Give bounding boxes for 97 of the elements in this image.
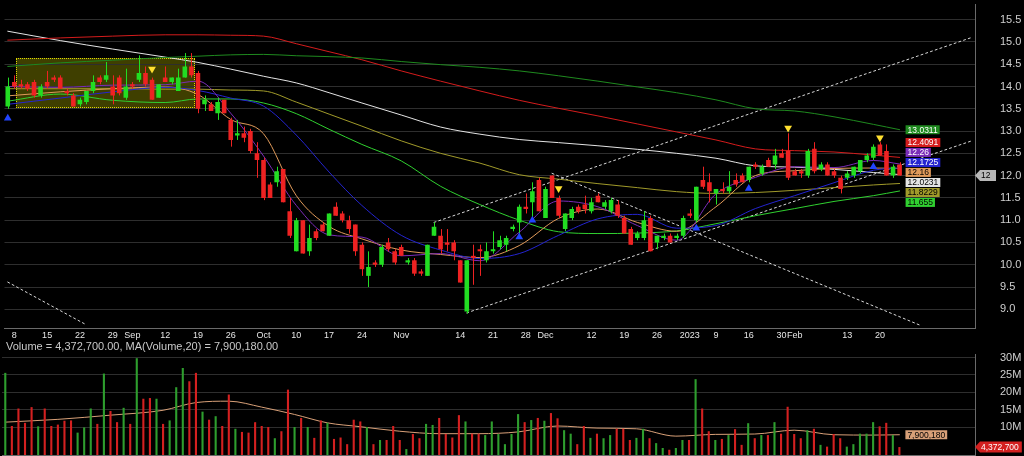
- y-tick-label: 30M: [1000, 350, 1022, 363]
- y-tick-label: 12.5: [1000, 146, 1022, 159]
- candlestick: [175, 68, 181, 92]
- line-series: [4, 400, 900, 437]
- y-tick-label: 10.0: [1000, 257, 1022, 270]
- line-series: [7, 88, 901, 194]
- x-tick-label: 19: [192, 329, 203, 340]
- y-tick-label: 11.5: [1000, 190, 1021, 203]
- text: 12: [981, 170, 991, 181]
- y-tick-label: 15.0: [1000, 34, 1022, 47]
- candlestick: [707, 172, 712, 203]
- candlestick: [228, 117, 234, 148]
- candlestick: [556, 195, 561, 219]
- x-tick-label: 9: [713, 329, 719, 340]
- y-tick-label: 13.5: [1000, 101, 1022, 114]
- candlestick: [438, 228, 443, 255]
- candlestick: [484, 241, 489, 263]
- candlestick: [143, 65, 148, 87]
- candlestick: [116, 74, 122, 96]
- y-tick-label: 20M: [1000, 385, 1022, 398]
- candlestick: [274, 166, 279, 188]
- point: [876, 135, 884, 143]
- x-tick-label: Nov: [393, 329, 410, 340]
- x-tick-label: Sep: [124, 329, 141, 340]
- x-tick-label: 10: [291, 329, 302, 340]
- candlestick: [248, 128, 253, 154]
- data-label: 12.0231: [907, 177, 939, 188]
- data-label: 11.655: [907, 197, 934, 208]
- data-label: 12.26: [907, 147, 930, 158]
- x-tick-label: Feb: [786, 329, 803, 340]
- x-tick-label: 20: [874, 329, 885, 340]
- x-tick-label: 2023: [679, 329, 700, 340]
- text: 4,372,700: [981, 441, 1020, 452]
- y-tick-label: 14.0: [1000, 79, 1022, 92]
- data-label: 12.16: [907, 167, 930, 178]
- y-tick-label: 25M: [1000, 368, 1022, 380]
- y-tick-label: 13.0: [1000, 124, 1022, 137]
- x-tick-label: 13: [842, 329, 853, 340]
- candlestick: [379, 244, 384, 268]
- x-tick-label: 12: [586, 329, 597, 340]
- y-tick-label: 15M: [1000, 402, 1022, 415]
- data-label: 12.4091: [907, 137, 939, 148]
- candlestick: [136, 54, 142, 83]
- y-tick-label: 15.5: [1000, 12, 1022, 25]
- data-label: 11.8229: [907, 187, 938, 198]
- x-tick-label: 26: [651, 329, 662, 340]
- candlestick: [700, 166, 706, 190]
- point: [869, 162, 878, 169]
- candlestick: [5, 77, 11, 110]
- candlestick: [471, 244, 476, 286]
- data-label: 12.1725: [907, 157, 939, 168]
- candlestick: [103, 61, 109, 83]
- candlestick: [215, 97, 220, 121]
- y-tick-label: 9.5: [1000, 280, 1016, 293]
- y-tick-label: 11.0: [1000, 213, 1021, 226]
- x-tick-label: 19: [619, 329, 630, 340]
- x-tick-label: 14: [455, 329, 466, 340]
- y-tick-label: 14.5: [1000, 57, 1022, 70]
- data-label: 13.0311: [907, 124, 938, 135]
- x-tick-label: 29: [107, 329, 118, 340]
- x-tick-label: 30: [776, 329, 787, 340]
- y-tick-label: 12.0: [1000, 168, 1022, 181]
- candlestick: [366, 250, 371, 288]
- candlestick: [234, 119, 240, 141]
- x-tick-label: 8: [11, 329, 17, 340]
- y-tick-label: 9.0: [1000, 302, 1016, 315]
- candlestick: [123, 68, 129, 101]
- candlestick: [307, 224, 312, 257]
- candlestick: [457, 259, 463, 284]
- candlestick: [326, 212, 332, 237]
- x-tick-label: 24: [356, 329, 367, 340]
- x-tick-label: 21: [488, 329, 499, 340]
- x-tick-label: 26: [225, 329, 236, 340]
- candlestick: [444, 228, 450, 252]
- candlestick: [254, 141, 260, 179]
- x-tick-label: Oct: [256, 329, 272, 340]
- candlestick: [189, 52, 194, 79]
- candlestick: [812, 141, 817, 174]
- point: [148, 66, 156, 74]
- data-label: 7,900,180: [907, 429, 946, 440]
- candlestick: [110, 74, 115, 105]
- x-tick-label: 15: [42, 329, 53, 340]
- line-series: [7, 53, 901, 131]
- point: [784, 125, 793, 133]
- candlestick: [182, 52, 188, 79]
- point: [744, 184, 753, 191]
- x-tick-label: 16: [743, 329, 754, 340]
- y-tick-label: 10.5: [1000, 235, 1022, 248]
- x-tick-label: 17: [324, 329, 335, 340]
- candlestick: [451, 239, 456, 261]
- x-tick-label: Dec: [537, 329, 554, 340]
- x-tick-label: 28: [520, 329, 531, 340]
- y-tick-label: 10M: [1000, 420, 1022, 433]
- chart-title: Volume = 4,372,700.00, MA(Volume,20) = 7,900,180.00: [6, 340, 279, 353]
- line-series: [7, 34, 901, 158]
- x-tick-label: 22: [74, 329, 85, 340]
- x-tick-label: 12: [160, 329, 171, 340]
